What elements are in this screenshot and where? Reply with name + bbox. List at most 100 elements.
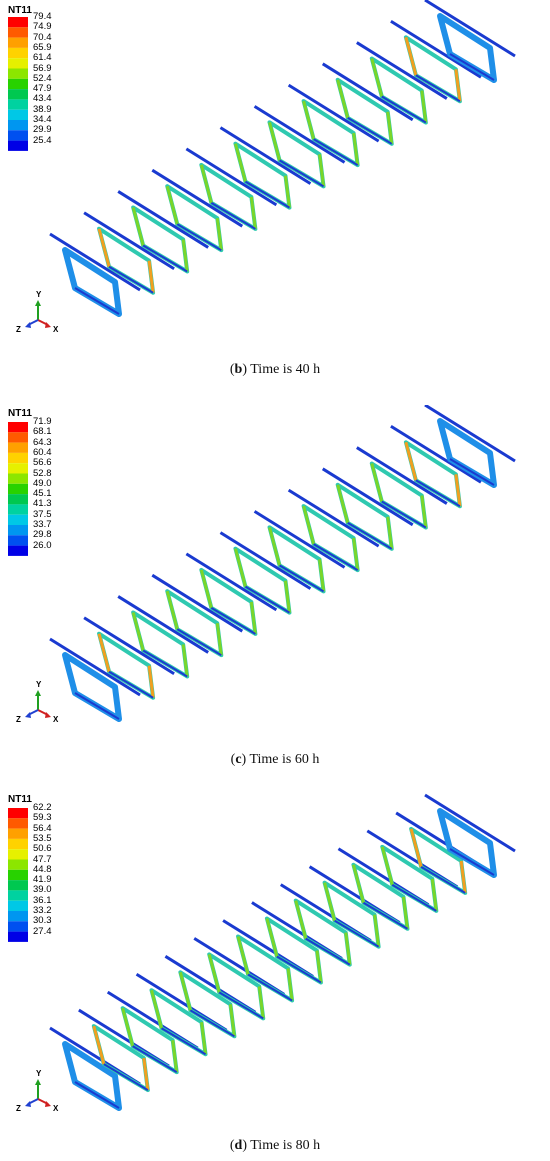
legend-tick-label: 53.5	[33, 832, 52, 844]
caption-d: (d) Time is 80 h	[229, 1138, 321, 1153]
legend-swatch	[8, 58, 28, 69]
legend-tick-label: 36.1	[33, 894, 52, 906]
legend-swatch	[8, 432, 28, 443]
legend-swatch	[8, 525, 28, 536]
triad-label-y: Y	[36, 680, 42, 689]
panel-b: Y X Z NT11 (b) Time is 40 h 79.4 74.9 70.4 65…	[0, 0, 550, 385]
legend-swatch	[8, 452, 28, 464]
legend-swatch	[8, 78, 28, 90]
girder-segment	[151, 573, 244, 658]
legend-tick-label: 74.9	[33, 21, 52, 33]
legend-swatch	[8, 17, 28, 28]
triad-label-x: X	[53, 1104, 59, 1113]
legend-tick-label: 65.9	[33, 41, 52, 53]
triad-label-x: X	[53, 715, 59, 724]
legend-swatch	[8, 849, 28, 860]
legend-tick-label: 33.7	[33, 519, 52, 530]
legend-swatch	[8, 47, 28, 59]
legend-swatch	[8, 890, 28, 901]
legend-tick-label: 41.3	[33, 498, 52, 510]
legend-tick-label: 56.6	[33, 457, 52, 469]
legend-tick-label: 45.1	[33, 488, 52, 500]
girder-segment	[395, 811, 487, 895]
legend-tick-label: 25.4	[33, 134, 52, 146]
legend-swatch	[8, 89, 28, 100]
panel-c: Y X Z NT11 (c) Time is 60 h 71.9 68.1 64.3 60…	[0, 405, 550, 775]
girder-segment	[287, 83, 380, 168]
contour-plot-c: Y X Z	[8, 405, 516, 724]
girder-segment	[185, 552, 278, 636]
girder-segment	[424, 793, 516, 878]
axis-triad: Y X Z	[16, 1069, 59, 1113]
girder-segment	[356, 41, 448, 125]
contour-plot-d: Y X Z	[8, 793, 516, 1113]
legend-swatch	[8, 140, 28, 151]
legend-tick-label: 64.3	[33, 436, 52, 448]
legend-tick-label: 34.4	[33, 114, 52, 125]
legend-tick-label: 26.0	[33, 539, 52, 551]
legend-tick-label: 61.4	[33, 52, 52, 64]
legend-tick-label: 59.3	[33, 812, 52, 824]
caption-b: (b) Time is 40 h	[229, 362, 321, 377]
axis-triad: Y X Z	[16, 680, 59, 724]
girder-segment	[164, 955, 257, 1039]
legend-tick-label: 29.9	[33, 124, 52, 136]
legend-tick-label: 30.3	[33, 915, 52, 927]
girder-segment	[219, 531, 312, 615]
girder-segment	[424, 405, 516, 488]
legend-swatch	[8, 535, 28, 546]
triad-label-x: X	[53, 325, 59, 334]
girder-segment	[356, 446, 448, 530]
legend-tick-label: 47.9	[33, 83, 52, 95]
girder-segment	[219, 126, 312, 210]
triad-label-y: Y	[36, 290, 42, 299]
legend-swatch	[8, 494, 28, 505]
legend-swatch	[8, 99, 28, 110]
legend-tick-label: 56.4	[33, 822, 52, 834]
legend-swatch	[8, 27, 28, 38]
legend-swatch	[8, 37, 28, 48]
legend-tick-label: 43.4	[33, 93, 52, 105]
girder-segment	[49, 232, 141, 317]
girder-segment	[253, 510, 346, 594]
legend-swatch	[8, 483, 28, 495]
legend-tick-label: 56.9	[33, 62, 52, 74]
legend-swatch	[8, 463, 28, 474]
legend-tick-label: 44.8	[33, 863, 52, 875]
panel-d: Y X Z NT11 (d) Time is 80 h 62.2 59.3 56.4 53…	[0, 791, 550, 1161]
girder-segment	[390, 19, 482, 104]
girder-segment	[117, 595, 209, 679]
girder-segment	[337, 847, 430, 931]
legend-tick-label: 68.1	[33, 426, 52, 438]
triad-label-y: Y	[36, 1069, 42, 1078]
girder-segment	[193, 937, 286, 1021]
legend-tick-label: 60.4	[33, 446, 52, 458]
legend-tick-label: 38.9	[33, 103, 52, 115]
legend-swatch	[8, 442, 28, 453]
legend-title: NT11	[8, 5, 32, 16]
legend-tick-label: 39.0	[33, 884, 52, 896]
girder-segment	[287, 488, 380, 573]
legend-swatch	[8, 838, 28, 850]
legend-swatch	[8, 911, 28, 922]
legend-swatch	[8, 504, 28, 515]
legend-tick-label: 27.4	[33, 925, 52, 937]
legend-tick-label: 79.4	[33, 11, 52, 22]
legend-swatch	[8, 514, 28, 525]
girder-segment	[253, 105, 346, 189]
girder-segment	[83, 211, 175, 295]
legend-swatch	[8, 869, 28, 881]
legend-swatch	[8, 473, 28, 484]
legend-tick-label: 33.2	[33, 905, 52, 916]
legend-swatch	[8, 931, 28, 942]
legend-tick-label: 52.4	[33, 72, 52, 84]
girder-segment	[390, 424, 482, 509]
girder-segment	[83, 616, 175, 700]
legend-swatch	[8, 808, 28, 819]
legend-tick-label: 47.7	[33, 853, 52, 865]
triad-label-z: Z	[16, 1104, 21, 1113]
legend-tick-label: 71.9	[33, 416, 52, 427]
girder-segment	[151, 168, 244, 253]
legend-tick-label: 50.6	[33, 843, 52, 855]
legend-swatch	[8, 880, 28, 891]
